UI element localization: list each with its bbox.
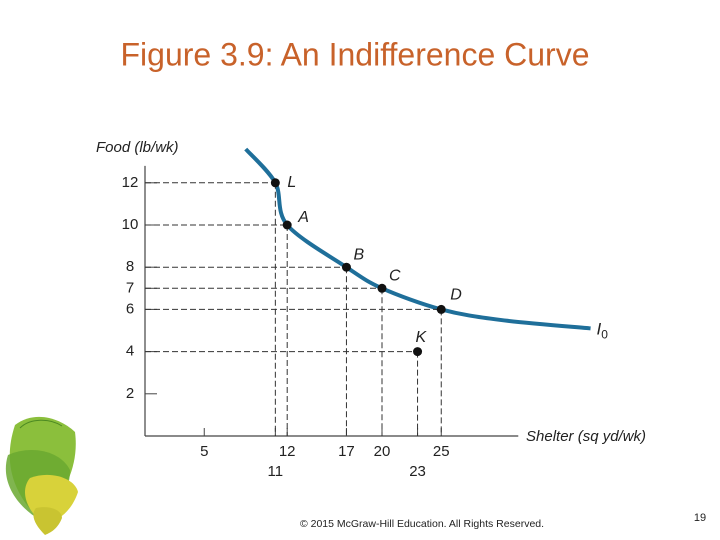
x-tick-label: 20 — [374, 443, 391, 460]
point — [282, 220, 292, 230]
x-tick-label: 23 — [409, 463, 426, 480]
y-axis-label: Food (lb/wk) — [96, 139, 179, 156]
y-tick-label: 6 — [126, 300, 134, 317]
curve-label: I0 — [597, 320, 609, 342]
ginkgo-decoration — [5, 416, 78, 535]
x-tick-label: 11 — [268, 463, 284, 480]
x-tick-label: 5 — [200, 443, 208, 460]
point-label: B — [353, 246, 364, 263]
page-number: 19 — [694, 512, 706, 524]
point — [270, 178, 280, 188]
point — [436, 304, 446, 314]
x-axis-label: Shelter (sq yd/wk) — [526, 428, 646, 445]
point-label: D — [450, 287, 462, 304]
slide-title: Figure 3.9: An Indifference Curve — [120, 36, 589, 72]
point-label: C — [389, 268, 401, 285]
point-label: L — [287, 174, 296, 191]
point-label: A — [297, 209, 309, 226]
x-tick-label: 17 — [338, 443, 355, 460]
footer: © 2015 McGraw-Hill Education. All Rights… — [300, 518, 544, 530]
y-tick-label: 12 — [122, 174, 139, 191]
y-tick-label: 2 — [126, 385, 134, 402]
point-label: K — [416, 329, 428, 346]
leaf — [33, 507, 62, 535]
y-tick-label: 10 — [122, 216, 139, 233]
point — [377, 283, 387, 293]
curve-label-main: I — [597, 320, 602, 339]
point — [413, 347, 423, 357]
point — [341, 262, 351, 272]
x-tick-label: 25 — [433, 443, 450, 460]
leaf-vein — [19, 419, 63, 429]
y-tick-label: 8 — [126, 258, 134, 275]
curve-label-sub: 0 — [601, 328, 608, 342]
y-tick-label: 7 — [126, 279, 134, 296]
x-tick-label: 12 — [279, 443, 296, 460]
indifference-curve — [244, 147, 591, 331]
y-tick-label: 4 — [126, 343, 134, 360]
